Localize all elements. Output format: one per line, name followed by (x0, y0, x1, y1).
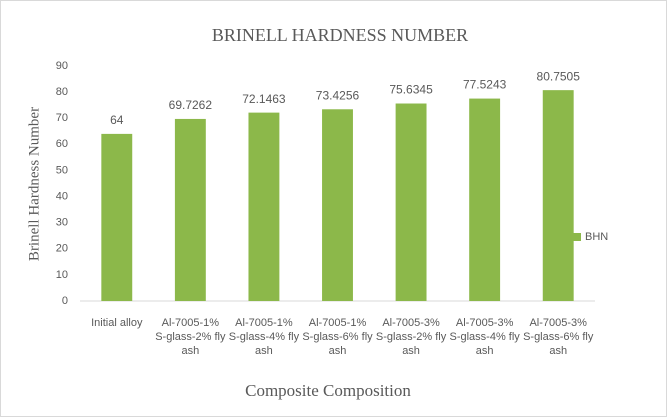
x-tick-label: Al-7005-3% S-glass-4% fly ash (449, 317, 520, 357)
x-tick-label: Al-7005-1% S-glass-4% fly ash (229, 317, 300, 357)
x-tick-label: Al-7005-1% S-glass-6% fly ash (302, 317, 373, 357)
x-tick-label: Al-7005-3% S-glass-2% fly ash (376, 317, 447, 357)
bar (248, 112, 280, 301)
y-tick-label: 50 (56, 164, 68, 176)
x-tick-label: Al-7005-1% S-glass-2% fly ash (155, 317, 226, 357)
data-label: 80.7505 (537, 69, 581, 83)
y-tick-label: 0 (62, 295, 68, 307)
y-tick-label: 60 (56, 138, 68, 150)
x-axis-label: Composite Composition (245, 381, 411, 400)
data-label: 75.6345 (389, 83, 433, 97)
bar (542, 90, 574, 301)
y-tick-label: 80 (56, 86, 68, 98)
x-tick-label: Initial alloy (91, 317, 143, 329)
y-tick-label: 30 (56, 217, 68, 229)
data-label: 64 (110, 113, 124, 127)
legend-label: BHN (585, 231, 608, 243)
y-tick-label: 70 (56, 112, 68, 124)
y-tick-label: 20 (56, 243, 68, 255)
data-label: 69.7262 (169, 98, 213, 112)
bar (469, 98, 501, 301)
y-tick-label: 10 (56, 269, 68, 281)
y-axis-label: Brinell Hardness Number (26, 107, 42, 261)
bar (101, 133, 133, 301)
data-label: 77.5243 (463, 78, 507, 92)
y-tick-label: 90 (56, 60, 68, 72)
y-tick-label: 40 (56, 190, 68, 202)
data-label: 72.1463 (242, 92, 286, 106)
bar (322, 109, 353, 301)
bar (174, 118, 206, 302)
chart-title: BRINELL HARDNESS NUMBER (212, 25, 468, 45)
data-label: 73.4256 (316, 88, 360, 102)
x-tick-label: Al-7005-3% S-glass-6% fly ash (523, 317, 594, 357)
bar (395, 103, 427, 301)
legend-swatch (573, 233, 581, 241)
